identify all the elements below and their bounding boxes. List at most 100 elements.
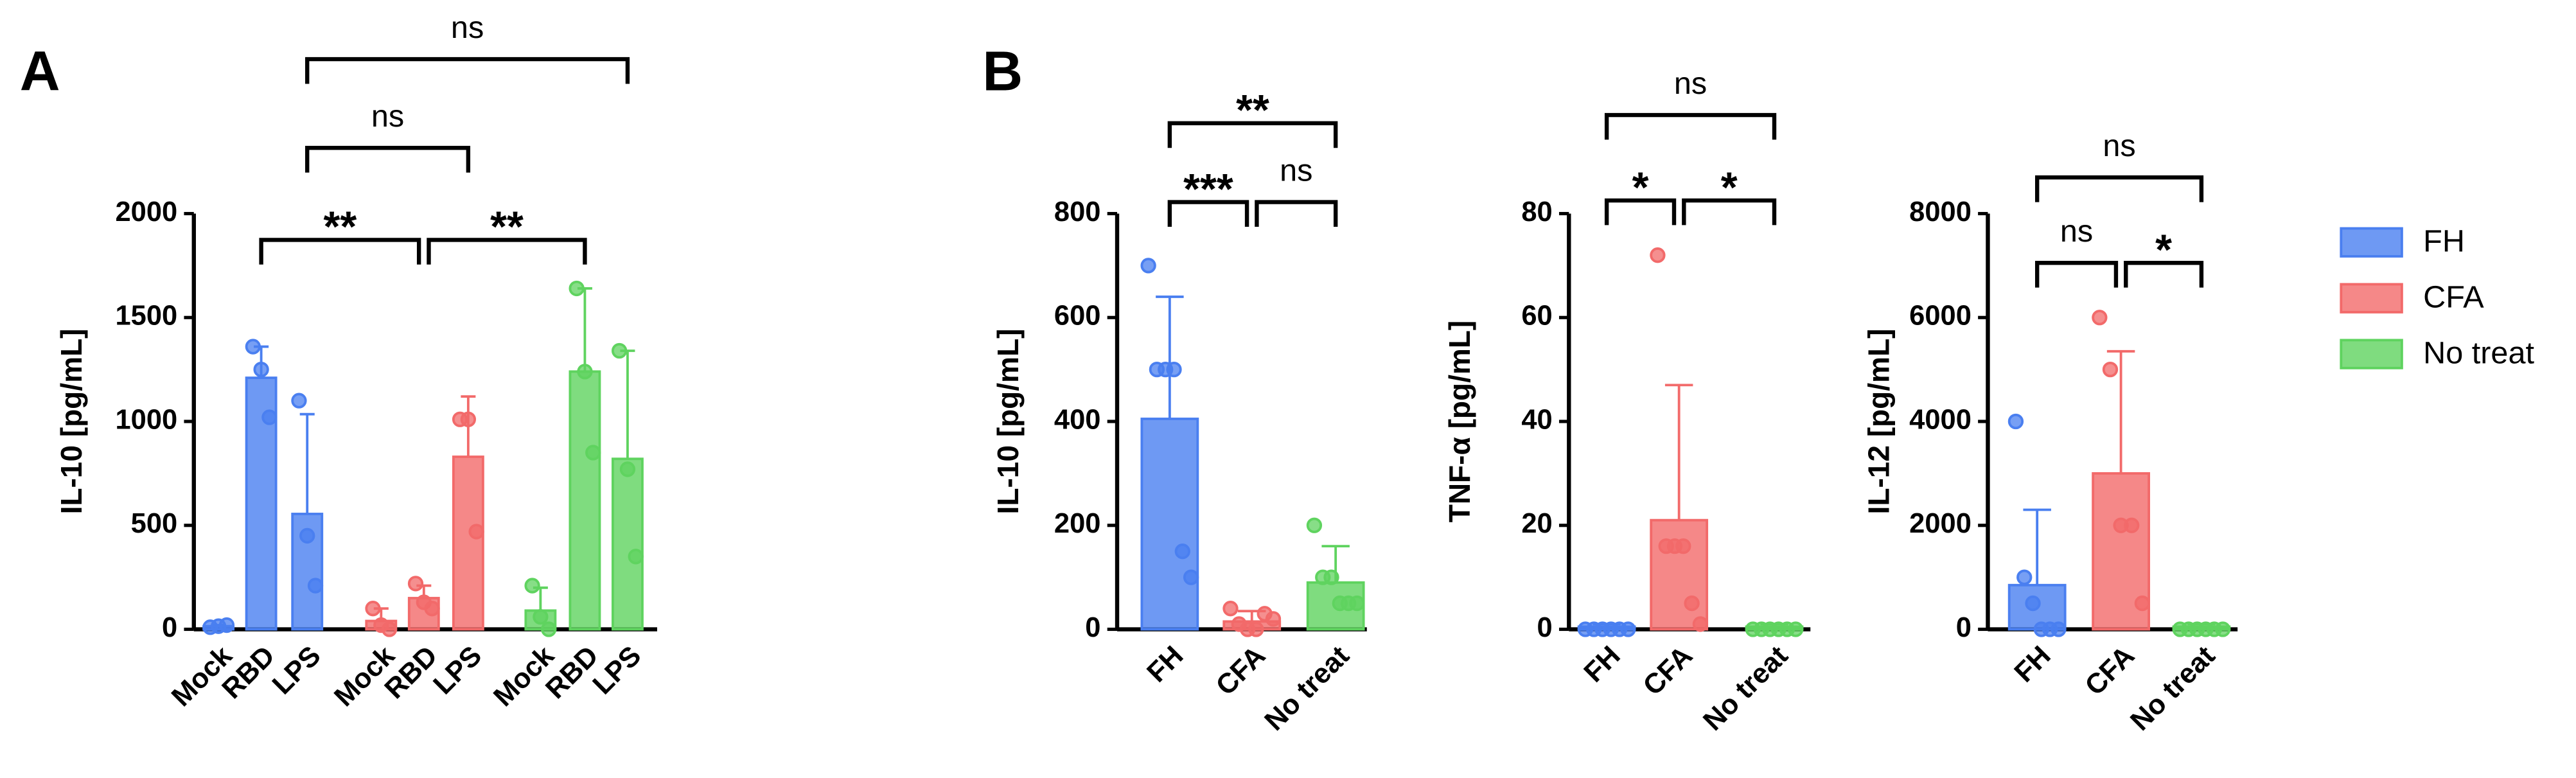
data-point [381,621,398,637]
y-tick-label: 0 [1085,612,1100,643]
data-point [1248,621,1264,637]
significance-bracket [1604,112,1777,140]
y-tick-label: 1000 [115,404,177,435]
significance-bracket [305,146,471,173]
significance-label: * [1721,164,1738,211]
data-point [1174,544,1190,560]
data-point [1349,595,1365,612]
significance-label: ns [451,10,484,45]
panel-label: A [20,40,60,103]
significance-label: ns [2103,128,2135,163]
legend-swatch [2340,227,2403,258]
data-point [2092,310,2108,326]
data-point [460,411,477,427]
x-tick-label: No treat [1259,641,1355,737]
significance-label: ns [371,99,404,134]
y-tick-label: 1500 [115,301,177,332]
bar [611,457,644,631]
x-tick-label: LPS [428,641,488,701]
data-point [533,608,549,625]
legend-label: No treat [2423,335,2534,370]
data-point [245,339,261,355]
y-axis-title: IL-12 [pg/mL] [1862,329,1895,515]
significance-label: ** [1236,87,1269,134]
bar [569,370,601,631]
significance-bracket [2124,261,2204,288]
legend-swatch [2340,283,2403,314]
significance-bracket [1604,198,1677,225]
y-tick-label: 200 [1054,508,1101,539]
data-point [1306,517,1323,533]
significance-bracket [1167,200,1249,227]
data-point [218,617,235,633]
data-point [424,601,440,617]
y-tick-label: 20 [1521,508,1552,539]
data-point [1183,569,1199,585]
data-point [2007,413,2024,430]
data-point [1265,611,1282,627]
data-point [2134,595,2150,612]
y-tick-label: 60 [1521,301,1552,332]
y-tick-label: 80 [1521,197,1552,227]
data-point [2016,569,2033,585]
y-tick-label: 0 [162,612,177,643]
y-tick-label: 6000 [1909,301,1972,332]
data-point [253,361,269,378]
data-point [611,342,628,359]
data-point [1788,621,1804,637]
x-tick-label: FH [1141,641,1189,689]
legend-label: CFA [2423,279,2484,314]
significance-bracket [2034,261,2119,288]
significance-label: ** [324,204,357,251]
data-point [541,621,557,637]
data-point [407,576,424,592]
legend-label: FH [2423,224,2465,258]
y-axis-title: IL-10 [pg/mL] [55,329,88,515]
significance-bracket [1255,200,1338,227]
data-point [619,461,636,477]
y-tick-label: 400 [1054,404,1101,435]
significance-label: ** [490,204,524,251]
bar [452,455,484,631]
data-point [299,527,315,544]
data-point [2102,361,2119,378]
significance-label: *** [1183,166,1233,213]
data-point [569,280,585,297]
y-tick-label: 2000 [115,197,177,227]
y-tick-label: 8000 [1909,197,1972,227]
data-point [2124,517,2140,533]
panel-label: B [982,40,1023,103]
y-tick-label: 0 [1956,612,1972,643]
data-point [2215,621,2231,637]
significance-label: ns [1280,153,1312,188]
y-axis-title: TNF-α [pg/mL] [1443,321,1476,523]
y-tick-label: 500 [131,508,178,539]
significance-label: ns [2060,214,2093,249]
data-point [585,445,601,461]
significance-bracket [1682,198,1777,225]
data-point [1166,361,1182,378]
significance-label: ns [1674,66,1707,101]
data-point [2051,621,2067,637]
data-point [628,549,644,565]
x-tick-label: No treat [2124,641,2221,737]
x-tick-label: FH [2009,641,2057,689]
data-point [2025,595,2041,612]
data-point [1692,616,1709,632]
y-tick-label: 800 [1054,197,1101,227]
bar [1140,418,1199,631]
significance-bracket [305,57,630,84]
data-point [1650,247,1666,263]
data-point [307,578,324,594]
x-tick-label: LPS [587,641,648,701]
significance-bracket [427,238,587,265]
data-point [468,524,484,540]
legend-swatch [2340,339,2403,369]
data-point [1684,595,1700,612]
data-point [291,393,307,409]
x-tick-label: CFA [1637,641,1698,702]
significance-label: * [2155,226,2172,274]
data-point [577,364,593,380]
data-point [1222,601,1239,617]
